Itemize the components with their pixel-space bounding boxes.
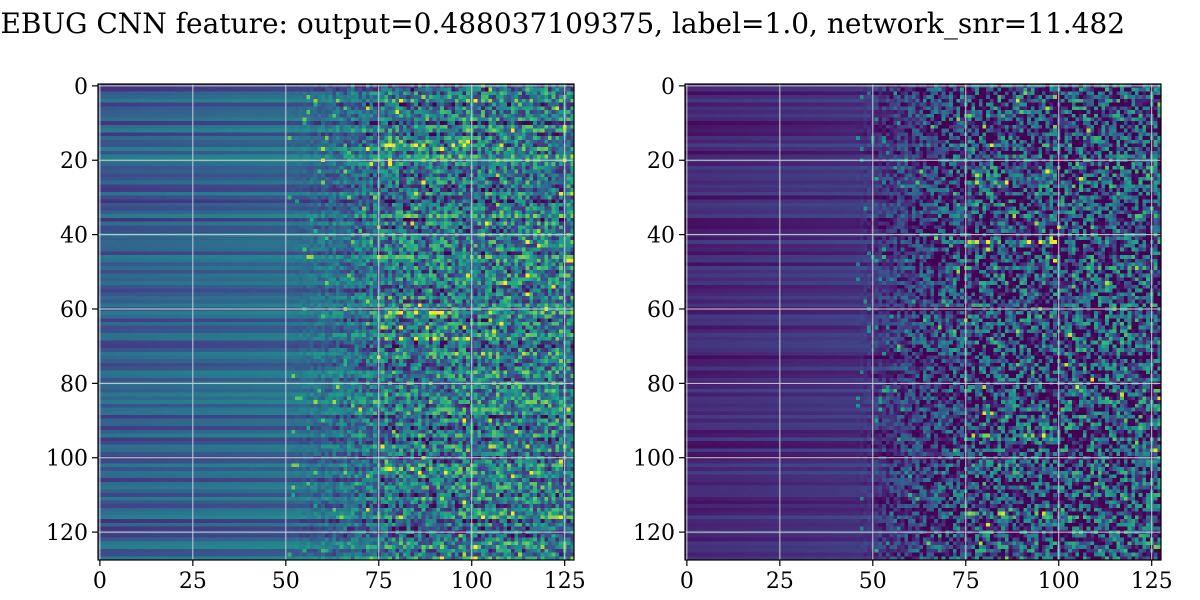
y-tick-label: 80 — [647, 372, 675, 397]
plot-frame — [684, 83, 1162, 561]
y-tick-label: 20 — [60, 149, 88, 174]
plot-frame — [97, 83, 575, 561]
y-tick-label: 40 — [647, 224, 675, 249]
x-tick-label: 50 — [272, 569, 300, 594]
x-tick-label: 50 — [859, 569, 887, 594]
y-tick-label: 40 — [60, 224, 88, 249]
heatmap-image — [685, 84, 1161, 560]
y-tick-label: 100 — [46, 447, 88, 472]
x-tick-label: 25 — [766, 569, 794, 594]
x-tick-label: 100 — [451, 569, 493, 594]
x-tick-label: 25 — [179, 569, 207, 594]
x-tick-label: 0 — [93, 569, 107, 594]
y-tick-label: 120 — [46, 521, 88, 546]
y-tick-label: 80 — [60, 372, 88, 397]
y-tick-label: 120 — [633, 521, 675, 546]
x-tick-label: 75 — [365, 569, 393, 594]
y-tick-label: 100 — [633, 447, 675, 472]
heatmap-image — [98, 84, 574, 560]
figure-title: DEBUG CNN feature: output=0.488037109375… — [0, 7, 1126, 40]
y-tick-label: 0 — [661, 75, 675, 100]
x-tick-label: 100 — [1038, 569, 1080, 594]
x-tick-label: 125 — [544, 569, 586, 594]
y-tick-label: 0 — [74, 75, 88, 100]
y-tick-label: 60 — [60, 298, 88, 323]
x-tick-label: 125 — [1131, 569, 1173, 594]
x-tick-label: 75 — [952, 569, 980, 594]
y-tick-label: 20 — [647, 149, 675, 174]
x-tick-label: 0 — [680, 569, 694, 594]
y-tick-label: 60 — [647, 298, 675, 323]
